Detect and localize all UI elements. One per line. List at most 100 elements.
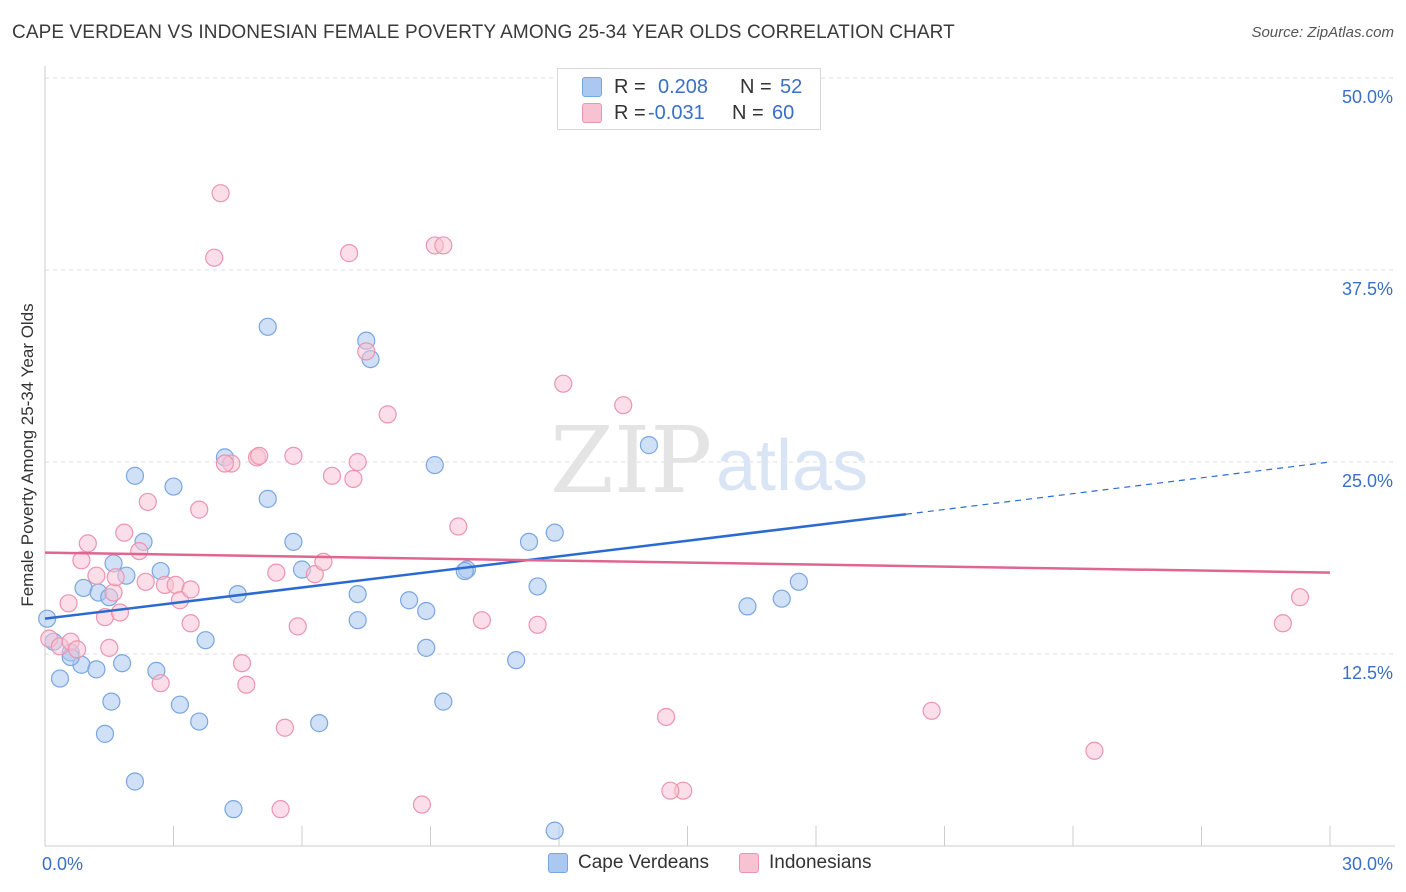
watermark-atlas: atlas xyxy=(716,426,868,506)
indonesian-point xyxy=(100,638,119,657)
cape-verdeans-swatch xyxy=(548,853,568,873)
indonesian-point xyxy=(110,603,130,622)
n-label: N = xyxy=(732,101,764,124)
indonesian-trend-line xyxy=(44,551,1331,574)
trend-lines xyxy=(44,461,1331,620)
indonesian-point xyxy=(250,446,269,465)
tick-labels: 12.5% 25.0% 37.5% 50.0% 0.0% 30.0% xyxy=(42,87,1393,874)
indonesian-point xyxy=(104,583,123,602)
gridlines xyxy=(45,77,1395,655)
indonesian-point xyxy=(412,795,432,814)
stat-legend-row-indonesians: R = -0.031 N = 60 xyxy=(582,100,794,126)
indonesian-point xyxy=(322,466,342,485)
cape-verdean-point xyxy=(348,611,367,630)
indonesian-point xyxy=(151,674,170,693)
cape-verdean-point xyxy=(164,477,183,496)
cape-verdean-point xyxy=(74,578,93,598)
cape-verdeans-swatch xyxy=(582,77,602,97)
indonesian-point xyxy=(267,563,286,582)
cape-verdean-point xyxy=(224,800,243,819)
indonesian-point xyxy=(59,594,78,613)
watermark-zip: ZIP xyxy=(550,407,712,514)
cape-verdean-point xyxy=(284,532,303,551)
indonesian-point xyxy=(138,492,157,512)
indonesian-point xyxy=(357,342,376,361)
cape-verdean-point xyxy=(258,489,277,508)
cape-verdean-point xyxy=(170,695,190,714)
indonesian-point xyxy=(72,551,91,570)
indonesian-point xyxy=(106,568,125,587)
x-tick-label: 30.0% xyxy=(1342,854,1393,874)
cape-verdean-trend-line xyxy=(44,512,907,620)
cape-verdean-point xyxy=(639,436,659,455)
indonesians-swatch xyxy=(739,853,759,873)
cape-verdean-point xyxy=(50,669,70,688)
indonesian-point xyxy=(215,454,234,473)
cape-verdean-point xyxy=(455,561,474,581)
cape-verdean-point xyxy=(417,601,436,621)
cape-verdean-point xyxy=(417,638,436,657)
cape-verdean-point xyxy=(545,523,564,542)
data-points xyxy=(38,184,1310,840)
indonesian-point xyxy=(434,236,453,255)
indonesian-point xyxy=(211,184,230,203)
cape-verdean-point xyxy=(125,466,145,485)
cape-verdean-point xyxy=(772,589,791,608)
n-value: 52 xyxy=(780,75,803,98)
indonesian-point xyxy=(340,244,359,263)
y-tick-label: 50.0% xyxy=(1342,87,1393,107)
indonesian-point xyxy=(661,781,680,800)
indonesian-point xyxy=(237,675,256,694)
chart-title: CAPE VERDEAN VS INDONESIAN FEMALE POVERT… xyxy=(12,22,955,43)
legend-item-cape-verdeans: Cape Verdeans xyxy=(548,852,709,874)
indonesian-point xyxy=(284,446,303,465)
indonesian-point xyxy=(205,248,224,267)
legend-label: Cape Verdeans xyxy=(578,852,709,873)
cape-verdean-point xyxy=(112,654,132,673)
x-tick-label: 0.0% xyxy=(42,854,83,874)
indonesian-point xyxy=(87,566,106,585)
indonesian-point xyxy=(232,654,252,673)
cape-verdean-point xyxy=(425,455,444,475)
cape-verdean-point xyxy=(102,692,121,711)
indonesian-point xyxy=(1290,588,1310,607)
cape-verdean-point xyxy=(789,572,808,591)
indonesian-point xyxy=(305,565,324,584)
source-credit: Source: ZipAtlas.com xyxy=(1251,24,1394,41)
indonesian-point xyxy=(130,541,149,561)
indonesian-point xyxy=(656,707,676,727)
indonesian-point xyxy=(554,374,573,393)
cape-verdean-point xyxy=(196,631,215,650)
stat-legend-row-cape-verdeans: R = 0.208 N = 52 xyxy=(582,74,802,100)
watermark: ZIP atlas xyxy=(550,407,868,514)
cape-verdean-point xyxy=(528,577,547,596)
indonesian-point xyxy=(181,614,200,633)
indonesian-point xyxy=(614,396,633,415)
cape-verdean-trend-extension xyxy=(905,461,1331,515)
n-value: 60 xyxy=(772,101,795,124)
indonesian-point xyxy=(1085,741,1104,760)
series-legend: Cape Verdeans Indonesians xyxy=(548,852,901,874)
indonesian-point xyxy=(1273,614,1292,633)
n-label: N = xyxy=(740,75,772,98)
indonesian-point xyxy=(136,572,155,591)
cape-verdean-point xyxy=(545,821,564,840)
cape-verdean-point xyxy=(348,584,367,604)
cape-verdean-point xyxy=(190,712,209,731)
cape-verdean-point xyxy=(310,714,329,733)
y-tick-label: 37.5% xyxy=(1342,279,1393,299)
cape-verdean-point xyxy=(125,772,145,791)
cape-verdean-point xyxy=(519,532,539,551)
indonesian-point xyxy=(922,701,941,720)
y-tick-label: 25.0% xyxy=(1342,471,1393,491)
r-label: R = xyxy=(614,101,646,124)
stat-legend: R = 0.208 N = 52 R = -0.031 N = 60 xyxy=(557,68,821,130)
indonesian-point xyxy=(472,611,491,630)
indonesian-point xyxy=(348,452,367,472)
cape-verdean-point xyxy=(434,692,453,711)
cape-verdean-point xyxy=(738,597,757,616)
indonesian-point xyxy=(115,523,134,542)
legend-item-indonesians: Indonesians xyxy=(739,852,871,874)
indonesian-point xyxy=(288,617,307,636)
